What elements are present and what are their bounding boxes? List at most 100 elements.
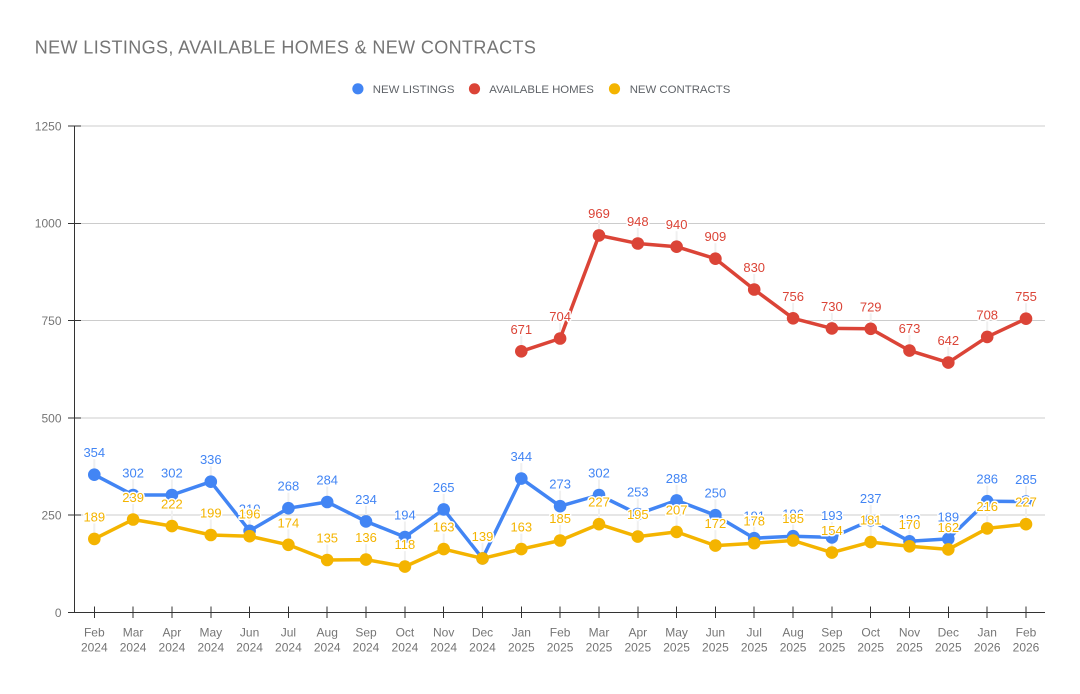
svg-text:2026: 2026 bbox=[974, 641, 1001, 655]
svg-text:2025: 2025 bbox=[663, 641, 690, 655]
svg-text:222: 222 bbox=[161, 497, 183, 512]
svg-text:NEW LISTINGS: NEW LISTINGS bbox=[373, 84, 455, 96]
svg-text:755: 755 bbox=[1015, 289, 1037, 304]
svg-text:Mar: Mar bbox=[123, 626, 144, 640]
svg-text:Jun: Jun bbox=[706, 626, 725, 640]
svg-text:207: 207 bbox=[666, 502, 688, 517]
svg-text:273: 273 bbox=[549, 477, 571, 492]
svg-text:0: 0 bbox=[55, 606, 62, 620]
svg-text:969: 969 bbox=[588, 206, 610, 221]
svg-text:199: 199 bbox=[200, 506, 222, 521]
svg-text:2024: 2024 bbox=[81, 641, 108, 655]
svg-text:Feb: Feb bbox=[84, 626, 105, 640]
svg-text:172: 172 bbox=[705, 516, 727, 531]
svg-text:671: 671 bbox=[510, 322, 532, 337]
svg-text:2025: 2025 bbox=[935, 641, 962, 655]
svg-text:2024: 2024 bbox=[469, 641, 496, 655]
svg-text:285: 285 bbox=[1015, 472, 1037, 487]
svg-text:May: May bbox=[665, 626, 688, 640]
svg-text:162: 162 bbox=[937, 520, 959, 535]
svg-text:302: 302 bbox=[122, 466, 144, 481]
svg-text:2025: 2025 bbox=[702, 641, 729, 655]
svg-text:2025: 2025 bbox=[780, 641, 807, 655]
svg-text:673: 673 bbox=[899, 321, 921, 336]
svg-text:288: 288 bbox=[666, 471, 688, 486]
svg-text:286: 286 bbox=[976, 472, 998, 487]
svg-text:284: 284 bbox=[316, 473, 338, 488]
svg-text:2024: 2024 bbox=[236, 641, 263, 655]
svg-text:250: 250 bbox=[705, 486, 727, 501]
svg-text:253: 253 bbox=[627, 485, 649, 500]
svg-text:196: 196 bbox=[782, 507, 804, 522]
svg-text:302: 302 bbox=[588, 466, 610, 481]
svg-text:Sep: Sep bbox=[821, 626, 843, 640]
svg-text:2024: 2024 bbox=[120, 641, 147, 655]
svg-text:2026: 2026 bbox=[1013, 641, 1040, 655]
svg-text:336: 336 bbox=[200, 452, 222, 467]
svg-text:227: 227 bbox=[1015, 495, 1037, 510]
svg-text:Jan: Jan bbox=[978, 626, 997, 640]
svg-text:2024: 2024 bbox=[430, 641, 457, 655]
svg-text:136: 136 bbox=[355, 530, 377, 545]
svg-text:Feb: Feb bbox=[550, 626, 571, 640]
svg-text:1250: 1250 bbox=[35, 119, 62, 133]
svg-text:189: 189 bbox=[937, 509, 959, 524]
svg-text:Aug: Aug bbox=[782, 626, 803, 640]
svg-text:2025: 2025 bbox=[508, 641, 535, 655]
svg-text:948: 948 bbox=[627, 214, 649, 229]
svg-text:194: 194 bbox=[394, 508, 416, 523]
svg-text:227: 227 bbox=[588, 495, 610, 510]
svg-text:May: May bbox=[199, 626, 222, 640]
svg-text:708: 708 bbox=[976, 307, 998, 322]
svg-text:118: 118 bbox=[395, 537, 416, 552]
svg-text:139: 139 bbox=[472, 529, 494, 544]
svg-text:Oct: Oct bbox=[861, 626, 880, 640]
svg-text:196: 196 bbox=[239, 507, 261, 522]
svg-text:154: 154 bbox=[821, 523, 843, 538]
svg-text:237: 237 bbox=[860, 491, 882, 506]
svg-text:2024: 2024 bbox=[353, 641, 380, 655]
svg-text:1000: 1000 bbox=[35, 217, 62, 231]
svg-text:234: 234 bbox=[355, 492, 377, 507]
svg-text:2024: 2024 bbox=[275, 641, 302, 655]
svg-text:Apr: Apr bbox=[628, 626, 647, 640]
svg-text:Jan: Jan bbox=[512, 626, 531, 640]
svg-text:183: 183 bbox=[899, 512, 921, 527]
svg-text:750: 750 bbox=[41, 314, 61, 328]
svg-text:2024: 2024 bbox=[392, 641, 419, 655]
svg-text:NEW CONTRACTS: NEW CONTRACTS bbox=[630, 84, 731, 96]
svg-text:729: 729 bbox=[860, 299, 882, 314]
svg-text:302: 302 bbox=[161, 466, 183, 481]
svg-text:195: 195 bbox=[627, 507, 649, 522]
svg-text:AVAILABLE HOMES: AVAILABLE HOMES bbox=[489, 84, 594, 96]
svg-text:239: 239 bbox=[122, 490, 144, 505]
svg-text:135: 135 bbox=[316, 531, 338, 546]
svg-text:2025: 2025 bbox=[896, 641, 923, 655]
svg-text:181: 181 bbox=[860, 513, 882, 528]
svg-text:Feb: Feb bbox=[1016, 626, 1037, 640]
svg-text:Nov: Nov bbox=[433, 626, 454, 640]
svg-text:Dec: Dec bbox=[472, 626, 493, 640]
svg-text:Oct: Oct bbox=[396, 626, 415, 640]
svg-text:830: 830 bbox=[743, 260, 765, 275]
svg-text:216: 216 bbox=[976, 499, 998, 514]
svg-text:Jul: Jul bbox=[747, 626, 762, 640]
svg-text:191: 191 bbox=[743, 509, 765, 524]
svg-text:Jul: Jul bbox=[281, 626, 296, 640]
svg-text:354: 354 bbox=[83, 445, 105, 460]
svg-text:185: 185 bbox=[782, 511, 804, 526]
svg-text:174: 174 bbox=[278, 515, 300, 530]
svg-text:940: 940 bbox=[666, 217, 688, 232]
svg-text:2025: 2025 bbox=[547, 641, 574, 655]
svg-text:Nov: Nov bbox=[899, 626, 920, 640]
svg-text:500: 500 bbox=[41, 411, 61, 425]
svg-text:344: 344 bbox=[510, 449, 532, 464]
svg-text:Mar: Mar bbox=[589, 626, 610, 640]
svg-text:170: 170 bbox=[899, 517, 921, 532]
svg-text:Sep: Sep bbox=[355, 626, 377, 640]
svg-text:2024: 2024 bbox=[197, 641, 224, 655]
svg-text:189: 189 bbox=[83, 509, 105, 524]
svg-text:NEW LISTINGS, AVAILABLE HOMES: NEW LISTINGS, AVAILABLE HOMES & NEW CONT… bbox=[35, 38, 537, 58]
svg-text:185: 185 bbox=[549, 511, 571, 526]
svg-text:909: 909 bbox=[705, 229, 727, 244]
